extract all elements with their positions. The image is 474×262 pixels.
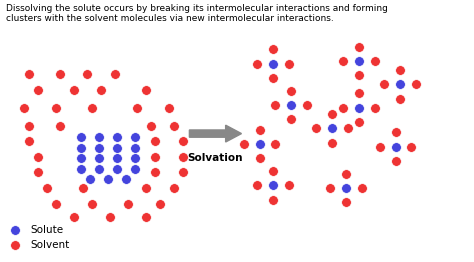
Text: Solvent: Solvent (31, 240, 70, 250)
FancyArrow shape (190, 125, 241, 142)
Text: Dissolving the solute occurs by breaking its intermolecular interactions and for: Dissolving the solute occurs by breaking… (6, 4, 388, 23)
Text: Solute: Solute (31, 225, 64, 234)
Text: Solvation: Solvation (187, 153, 243, 163)
